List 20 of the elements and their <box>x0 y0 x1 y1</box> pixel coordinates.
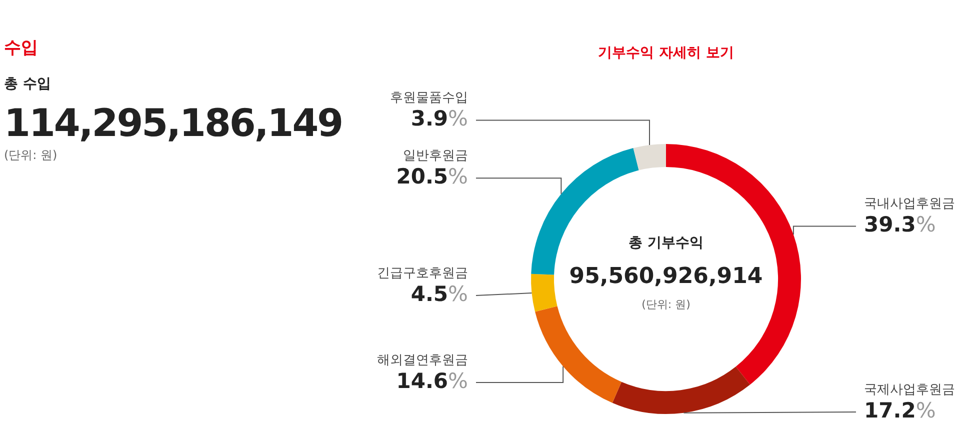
text: (단위: 원) <box>4 147 58 164</box>
text: 95,560,926,914 <box>568 264 764 289</box>
data-label: 39.3% <box>864 212 936 237</box>
data-label: 3.9% <box>410 106 468 131</box>
text: 총 수입 <box>4 75 52 93</box>
slice-label: 국제사업후원금 <box>864 382 955 398</box>
slice-label: 국내사업후원금 <box>864 196 955 212</box>
slice-label: 긴급구호후원금 <box>377 266 468 281</box>
data-label: 14.6% <box>396 368 468 393</box>
text: 수입 <box>4 37 39 59</box>
chart-title: 기부수익 자세히 보기 <box>597 44 735 62</box>
slice-label: 후원물품수입 <box>390 90 468 106</box>
text: 114,295,186,149 <box>4 101 344 145</box>
slice-label: 해외결연후원금 <box>377 352 468 368</box>
data-label: 20.5% <box>396 164 468 189</box>
data-label: 4.5% <box>410 282 468 306</box>
data-label: 17.2% <box>864 398 936 422</box>
slice-label: 일반후원금 <box>403 148 468 164</box>
text: (단위: 원) <box>640 297 692 312</box>
text: 총 기부수익 <box>628 234 704 252</box>
